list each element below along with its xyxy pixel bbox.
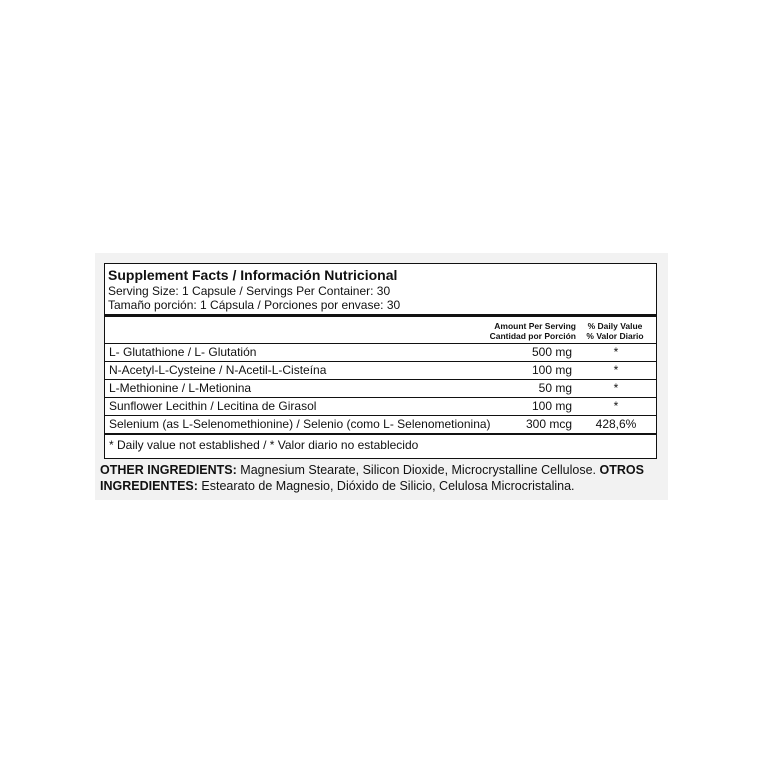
ingredient-dv: * bbox=[613, 345, 619, 359]
ingredient-name: L- Glutathione / L- Glutatión bbox=[109, 345, 257, 359]
supplement-facts-box: Supplement Facts / Información Nutricion… bbox=[104, 263, 657, 459]
ingredient-row: N-Acetyl-L-Cysteine / N-Acetil-L-Cisteín… bbox=[105, 361, 656, 379]
serving-en: Serving Size: 1 Capsule / Servings Per C… bbox=[108, 284, 391, 298]
dv-es: % Valor Diario bbox=[586, 331, 644, 341]
ingredient-name: L-Methionine / L-Metionina bbox=[109, 381, 252, 395]
row-rule bbox=[105, 397, 656, 398]
row-rule bbox=[105, 415, 656, 416]
ingredient-dv: * bbox=[613, 399, 619, 413]
footnote: * Daily value not established / * Valor … bbox=[109, 438, 419, 452]
text-en: Magnesium Stearate, Silicon Dioxide, Mic… bbox=[240, 463, 596, 477]
ingredient-row: Selenium (as L-Selenomethionine) / Selen… bbox=[105, 415, 656, 433]
ingredient-name: Sunflower Lecithin / Lecitina de Girasol bbox=[109, 399, 317, 413]
ingredient-dv: * bbox=[613, 381, 619, 395]
ingredient-name: N-Acetyl-L-Cysteine / N-Acetil-L-Cisteín… bbox=[109, 363, 327, 377]
thick-rule bbox=[105, 314, 656, 317]
ingredient-dv: 428,6% bbox=[595, 417, 637, 431]
row-rule bbox=[105, 343, 656, 344]
dv-en: % Daily Value bbox=[587, 321, 643, 331]
title: Supplement Facts / Información Nutricion… bbox=[108, 267, 398, 283]
ingredient-amount: 300 mcg bbox=[525, 417, 572, 431]
amount-es: Cantidad por Porción bbox=[489, 331, 576, 341]
amount-header: Amount Per Serving Cantidad por Porción bbox=[490, 321, 576, 341]
ingredient-row: L-Methionine / L-Metionina 50 mg * bbox=[105, 379, 656, 397]
ingredient-row: Sunflower Lecithin / Lecitina de Girasol… bbox=[105, 397, 656, 415]
ingredient-name: Selenium (as L-Selenomethionine) / Selen… bbox=[109, 417, 491, 431]
row-rule bbox=[105, 379, 656, 380]
label-es: OTROS INGREDIENTES: bbox=[100, 463, 644, 493]
label-en: OTHER INGREDIENTS: bbox=[100, 463, 237, 477]
other-ingredients: OTHER INGREDIENTS: Magnesium Stearate, S… bbox=[100, 462, 670, 494]
ingredient-amount: 100 mg bbox=[531, 363, 572, 377]
row-rule bbox=[105, 361, 656, 362]
serving-es: Tamaño porción: 1 Cápsula / Porciones po… bbox=[108, 298, 401, 312]
ingredient-row: L- Glutathione / L- Glutatión 500 mg * bbox=[105, 343, 656, 361]
ingredient-amount: 500 mg bbox=[531, 345, 572, 359]
footnote-rule bbox=[105, 433, 656, 435]
amount-en: Amount Per Serving bbox=[494, 321, 576, 331]
ingredient-dv: * bbox=[613, 363, 619, 377]
ingredient-amount: 50 mg bbox=[538, 381, 572, 395]
ingredient-amount: 100 mg bbox=[531, 399, 572, 413]
text-es: Estearato de Magnesio, Dióxido de Silici… bbox=[201, 479, 575, 493]
dv-header: % Daily Value% Valor Diario bbox=[582, 321, 648, 341]
